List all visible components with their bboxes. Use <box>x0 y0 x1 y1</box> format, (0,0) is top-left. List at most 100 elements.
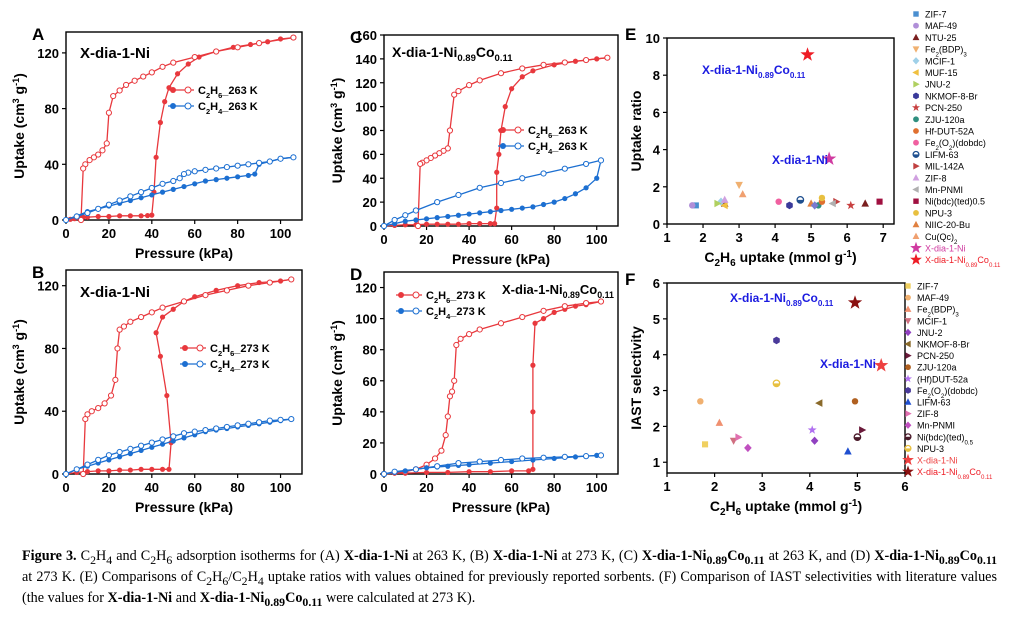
panel-a: 0 20 40 60 80 100 0 40 80 120 Pressure (kPa) Uptake… <box>11 25 303 261</box>
x-tick-label: 4 <box>771 230 779 245</box>
adsorption-point <box>466 211 472 217</box>
text-segment: -1 <box>329 325 339 333</box>
x-tick-label: 80 <box>547 480 561 495</box>
x-tick-label: 60 <box>504 232 518 247</box>
desorption-point <box>597 452 605 459</box>
marker-half-fill <box>773 383 780 387</box>
text-segment: 6 <box>446 296 450 305</box>
legend-label: LIFM-63 <box>925 150 959 160</box>
desorption-point <box>170 433 177 440</box>
legend-marker <box>905 294 911 301</box>
text-segment: JNU-2 <box>917 328 943 338</box>
legend-filled-marker <box>182 361 188 367</box>
legend-marker <box>913 162 920 170</box>
data-point <box>815 399 823 407</box>
text-segment: 6 <box>218 91 222 100</box>
adsorption-point <box>144 212 151 219</box>
desorption-point <box>497 179 505 187</box>
text-segment: ) <box>329 320 345 325</box>
legend-label: C2H4_273 K <box>426 306 486 321</box>
desorption-point <box>116 326 123 333</box>
adsorption-point <box>423 216 430 222</box>
text-segment: Fe <box>925 45 936 55</box>
legend-label: C2H6_263 K <box>198 85 258 100</box>
annotation-co: X-dia-1-Ni0.89Co0.11 <box>730 291 834 308</box>
desorption-point <box>137 313 145 321</box>
data-point <box>735 181 743 190</box>
legend-marker <box>912 33 920 41</box>
legend-marker <box>910 253 922 265</box>
legend-label: PCN-250 <box>917 351 954 361</box>
legend-marker <box>912 57 920 65</box>
text-segment: X-dia-1-Ni <box>730 291 786 305</box>
adsorption-point <box>466 462 472 468</box>
x-tick-label: 2 <box>699 230 706 245</box>
desorption-point <box>148 439 155 446</box>
text-segment: g <box>11 86 27 98</box>
desorption-point <box>497 456 505 464</box>
adsorption-point <box>562 195 568 202</box>
text-segment: )(dobdc) <box>944 386 978 396</box>
adsorption-point <box>532 320 538 326</box>
legend-f: ZIF-7MAF-49Fe2(BDP)3MCIF-1JNU-2NKMOF-8-B… <box>902 282 993 481</box>
legend-open-marker <box>514 142 522 150</box>
adsorption-point <box>159 314 166 320</box>
x-axis-label: Pressure (kPa) <box>135 499 233 515</box>
legend-label: C2H6_263 K <box>528 125 588 140</box>
desorption-point <box>455 460 462 467</box>
text-segment: X-dia-1-Ni <box>392 44 457 60</box>
y-tick-label: 5 <box>653 312 660 327</box>
x-tick-label: 100 <box>270 480 292 495</box>
legend-open-marker <box>412 291 420 299</box>
y-tick-label: 80 <box>45 341 59 356</box>
legend-marker <box>910 241 922 254</box>
legend-marker <box>913 139 919 146</box>
desorption-point <box>105 452 113 459</box>
text-segment: C <box>426 306 434 318</box>
desorption-point <box>127 318 134 325</box>
text-segment: _263 K <box>551 125 588 137</box>
adsorption-point <box>127 197 133 204</box>
legend-label: X-dia-1-Ni0.89Co0.11 <box>917 467 993 481</box>
y-tick-label: 40 <box>363 405 377 420</box>
y-tick-label: 60 <box>363 147 377 162</box>
data-point <box>818 194 826 202</box>
adsorption-point <box>138 213 144 219</box>
text-segment: 4 <box>218 107 223 116</box>
desorption-point <box>451 91 458 98</box>
data-point <box>822 151 837 165</box>
text-segment: 2 <box>218 349 222 358</box>
legend-label: ZIF-7 <box>917 282 939 292</box>
desorption-point <box>127 445 134 452</box>
legend-label: ZJU-120a <box>917 363 957 373</box>
y-tick-label: 40 <box>45 404 59 419</box>
legend-label: PCN-250 <box>925 103 962 113</box>
panel-b-title: X-dia-1-Ni <box>80 284 150 301</box>
text-segment: H <box>540 141 548 153</box>
adsorption-point <box>256 279 262 286</box>
desorption-point <box>290 154 297 161</box>
text-segment: Fe <box>917 386 928 396</box>
x-tick-label: 5 <box>808 230 815 245</box>
desorption-point <box>442 432 449 439</box>
desorption-point <box>540 454 547 461</box>
adsorption-point <box>159 441 166 447</box>
adsorption-point <box>402 222 408 228</box>
desorption-point <box>255 159 263 167</box>
text-segment: ZIF-7 <box>925 10 947 20</box>
x-tick-label: 60 <box>187 226 201 241</box>
text-segment: C <box>426 290 434 302</box>
desorption-point <box>159 304 166 311</box>
desorption-point <box>191 168 198 175</box>
adsorption-point <box>413 217 419 223</box>
legend-label: Hf-DUT-52A <box>925 127 974 137</box>
panel-b: 0 20 40 60 80 100 0 40 80 120 Pressure (kPa) Uptake… <box>11 263 303 515</box>
data-point <box>715 418 724 426</box>
adsorption-point <box>530 457 536 463</box>
text-segment: 2 <box>954 239 958 246</box>
x-tick-label: 80 <box>230 226 244 241</box>
adsorption-point <box>181 435 187 441</box>
legend-filled-marker <box>170 87 176 93</box>
adsorption-point <box>106 457 112 463</box>
desorption-point <box>105 109 113 116</box>
